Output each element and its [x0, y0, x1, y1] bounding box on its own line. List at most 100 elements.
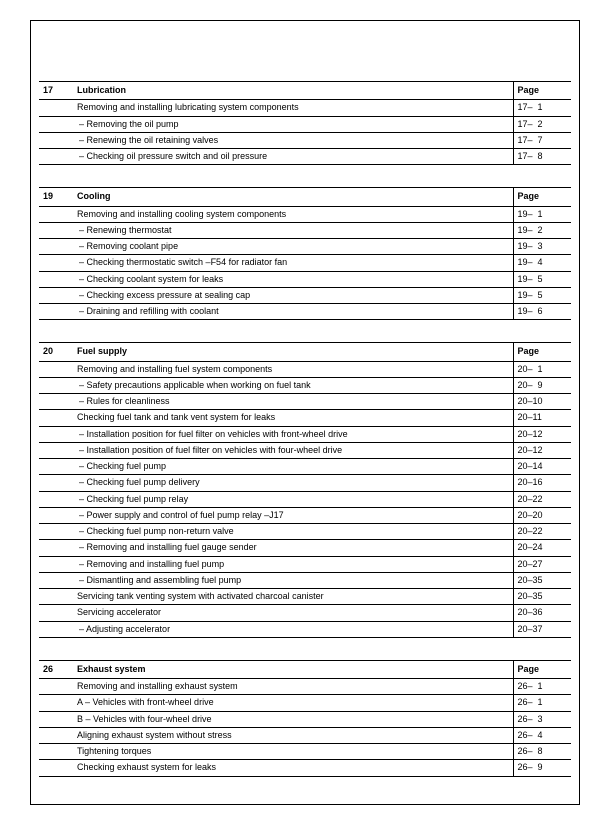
toc-row-description: Power supply and control of fuel pump re… — [73, 507, 513, 523]
toc-row-num-spacer — [39, 287, 73, 303]
toc-row-text: Installation position for fuel filter on… — [77, 429, 348, 440]
toc-row-num-spacer — [39, 361, 73, 377]
toc-row-description: Installation position of fuel filter on … — [73, 442, 513, 458]
toc-row: Renewing thermostat19– 2 — [39, 222, 571, 238]
toc-row-num-spacer — [39, 206, 73, 222]
toc-row: Checking fuel pump delivery20–16 — [39, 475, 571, 491]
toc-row-num-spacer — [39, 116, 73, 132]
toc-row: Checking coolant system for leaks19– 5 — [39, 271, 571, 287]
toc-row: Safety precautions applicable when worki… — [39, 377, 571, 393]
toc-row-text: Checking exhaust system for leaks — [77, 762, 216, 773]
toc-row: Removing and installing cooling system c… — [39, 206, 571, 222]
section-number: 17 — [39, 82, 73, 100]
toc-row-text: Rules for cleanliness — [77, 396, 170, 407]
section-title: Cooling — [73, 188, 513, 206]
toc-row-description: Aligning exhaust system without stress — [73, 727, 513, 743]
toc-row-text: Removing coolant pipe — [77, 241, 178, 252]
toc-row-num-spacer — [39, 695, 73, 711]
toc-row-num-spacer — [39, 605, 73, 621]
toc-row-num-spacer — [39, 475, 73, 491]
toc-row-page: 20–35 — [513, 572, 571, 588]
toc-row-page: 26– 8 — [513, 744, 571, 760]
toc-row-num-spacer — [39, 394, 73, 410]
section-header-row: 26Exhaust systemPage — [39, 660, 571, 678]
toc-row: Removing and installing fuel gauge sende… — [39, 540, 571, 556]
section-header-row: 20Fuel supplyPage — [39, 343, 571, 361]
toc-row: Aligning exhaust system without stress 26… — [39, 727, 571, 743]
toc-row-description: Checking fuel pump relay — [73, 491, 513, 507]
toc-row-description: Removing and installing cooling system c… — [73, 206, 513, 222]
toc-row-num-spacer — [39, 255, 73, 271]
toc-row-text: Checking fuel pump — [77, 461, 166, 472]
toc-row: Removing and installing fuel system comp… — [39, 361, 571, 377]
section-number: 20 — [39, 343, 73, 361]
toc-row-text: Removing and installing fuel system comp… — [77, 364, 272, 375]
toc-row-text: Servicing tank venting system with activ… — [77, 591, 324, 602]
toc-row-description: Servicing accelerator — [73, 605, 513, 621]
toc-row-page: 20–22 — [513, 491, 571, 507]
toc-row: Checking fuel tank and tank vent system … — [39, 410, 571, 426]
toc-row-num-spacer — [39, 727, 73, 743]
toc-row-page: 19– 5 — [513, 287, 571, 303]
toc-row-num-spacer — [39, 410, 73, 426]
toc-row-description: Removing and installing fuel system comp… — [73, 361, 513, 377]
toc-row-description: Removing and installing exhaust system — [73, 679, 513, 695]
toc-row-text: Installation position of fuel filter on … — [77, 445, 342, 456]
toc-row-description: Safety precautions applicable when worki… — [73, 377, 513, 393]
toc-row-num-spacer — [39, 572, 73, 588]
toc-row-text: Removing the oil pump — [77, 119, 179, 130]
toc-row-description: Checking fuel pump non-return valve — [73, 524, 513, 540]
toc-row: Tightening torques26– 8 — [39, 744, 571, 760]
toc-row-num-spacer — [39, 744, 73, 760]
toc-row-text: Aligning exhaust system without stress — [77, 730, 232, 741]
toc-row: Installation position of fuel filter on … — [39, 442, 571, 458]
toc-row: Dismantling and assembling fuel pump20–3… — [39, 572, 571, 588]
toc-row-text: Checking fuel pump non-return valve — [77, 526, 234, 537]
toc-row-text: Power supply and control of fuel pump re… — [77, 510, 284, 521]
toc-row-text: Checking oil pressure switch and oil pre… — [77, 151, 267, 162]
toc-row-page: 19– 4 — [513, 255, 571, 271]
toc-row-page: 20–14 — [513, 459, 571, 475]
page-frame: 17LubricationPageRemoving and installing… — [30, 20, 580, 805]
toc-row: A – Vehicles with front-wheel drive26– 1 — [39, 695, 571, 711]
toc-row-text: Adjusting accelerator — [77, 624, 170, 635]
toc-row: Checking excess pressure at sealing cap 1… — [39, 287, 571, 303]
toc-row-page: 20–12 — [513, 442, 571, 458]
toc-row-description: Checking thermostatic switch –F54 for ra… — [73, 255, 513, 271]
toc-row-num-spacer — [39, 132, 73, 148]
toc-row-page: 20–12 — [513, 426, 571, 442]
toc-row-page: 20– 9 — [513, 377, 571, 393]
toc-row-page: 17– 7 — [513, 132, 571, 148]
toc-row-description: Renewing the oil retaining valves — [73, 132, 513, 148]
toc-table: 26Exhaust systemPage Removing and install… — [39, 660, 571, 777]
toc-row-text: Removing and installing exhaust system — [77, 681, 238, 692]
toc-row-description: Checking exhaust system for leaks — [73, 760, 513, 776]
toc-row-text: Checking excess pressure at sealing cap — [77, 290, 250, 301]
toc-row-num-spacer — [39, 491, 73, 507]
toc-row-page: 19– 5 — [513, 271, 571, 287]
toc-row-num-spacer — [39, 377, 73, 393]
toc-table: 17LubricationPageRemoving and installing… — [39, 81, 571, 165]
toc-row-page: 19– 1 — [513, 206, 571, 222]
toc-row-num-spacer — [39, 589, 73, 605]
toc-row-page: 26– 1 — [513, 695, 571, 711]
toc-section: 17LubricationPageRemoving and installing… — [39, 81, 571, 165]
toc-row-page: 19– 6 — [513, 304, 571, 320]
toc-row-num-spacer — [39, 711, 73, 727]
toc-row-description: B – Vehicles with four-wheel drive — [73, 711, 513, 727]
toc-row-page: 20– 1 — [513, 361, 571, 377]
toc-row-num-spacer — [39, 556, 73, 572]
toc-row-page: 26– 4 — [513, 727, 571, 743]
toc-row-num-spacer — [39, 149, 73, 165]
toc-row-page: 20–36 — [513, 605, 571, 621]
toc-row-num-spacer — [39, 442, 73, 458]
page-header-label: Page — [513, 343, 571, 361]
toc-row-description: Rules for cleanliness — [73, 394, 513, 410]
toc-row-page: 20–24 — [513, 540, 571, 556]
section-number: 26 — [39, 660, 73, 678]
toc-row-num-spacer — [39, 679, 73, 695]
toc-row-text: Checking fuel pump relay — [77, 494, 188, 505]
toc-row-num-spacer — [39, 621, 73, 637]
toc-row-description: Servicing tank venting system with activ… — [73, 589, 513, 605]
toc-row-text: Checking fuel pump delivery — [77, 477, 200, 488]
